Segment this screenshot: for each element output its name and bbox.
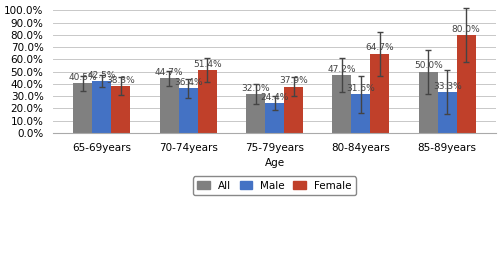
Bar [284,87,303,133]
Bar [198,70,216,133]
Bar [265,103,284,133]
Bar [370,54,390,133]
Legend: All, Male, Female: All, Male, Female [193,177,356,195]
Text: 33.3%: 33.3% [433,82,462,91]
Bar [246,94,265,133]
X-axis label: Age: Age [264,158,284,168]
Text: 51.4%: 51.4% [193,60,222,69]
Text: 44.7%: 44.7% [155,68,184,77]
Bar [418,72,438,133]
Text: 24.4%: 24.4% [260,93,288,102]
Bar [332,75,351,133]
Bar [352,94,370,133]
Text: 50.0%: 50.0% [414,61,442,70]
Text: 64.7%: 64.7% [366,43,394,52]
Bar [438,92,456,133]
Text: 38.3%: 38.3% [106,76,135,85]
Text: 42.5%: 42.5% [88,71,116,80]
Bar [92,81,112,133]
Text: 32.0%: 32.0% [241,84,270,92]
Text: 31.6%: 31.6% [346,84,376,93]
Text: 47.2%: 47.2% [328,65,356,74]
Bar [178,88,198,133]
Bar [456,35,475,133]
Text: 36.4%: 36.4% [174,78,203,87]
Text: 80.0%: 80.0% [452,25,480,34]
Bar [112,86,130,133]
Text: 37.9%: 37.9% [279,76,308,85]
Text: 40.5%: 40.5% [68,73,97,82]
Bar [160,78,178,133]
Bar [74,83,92,133]
